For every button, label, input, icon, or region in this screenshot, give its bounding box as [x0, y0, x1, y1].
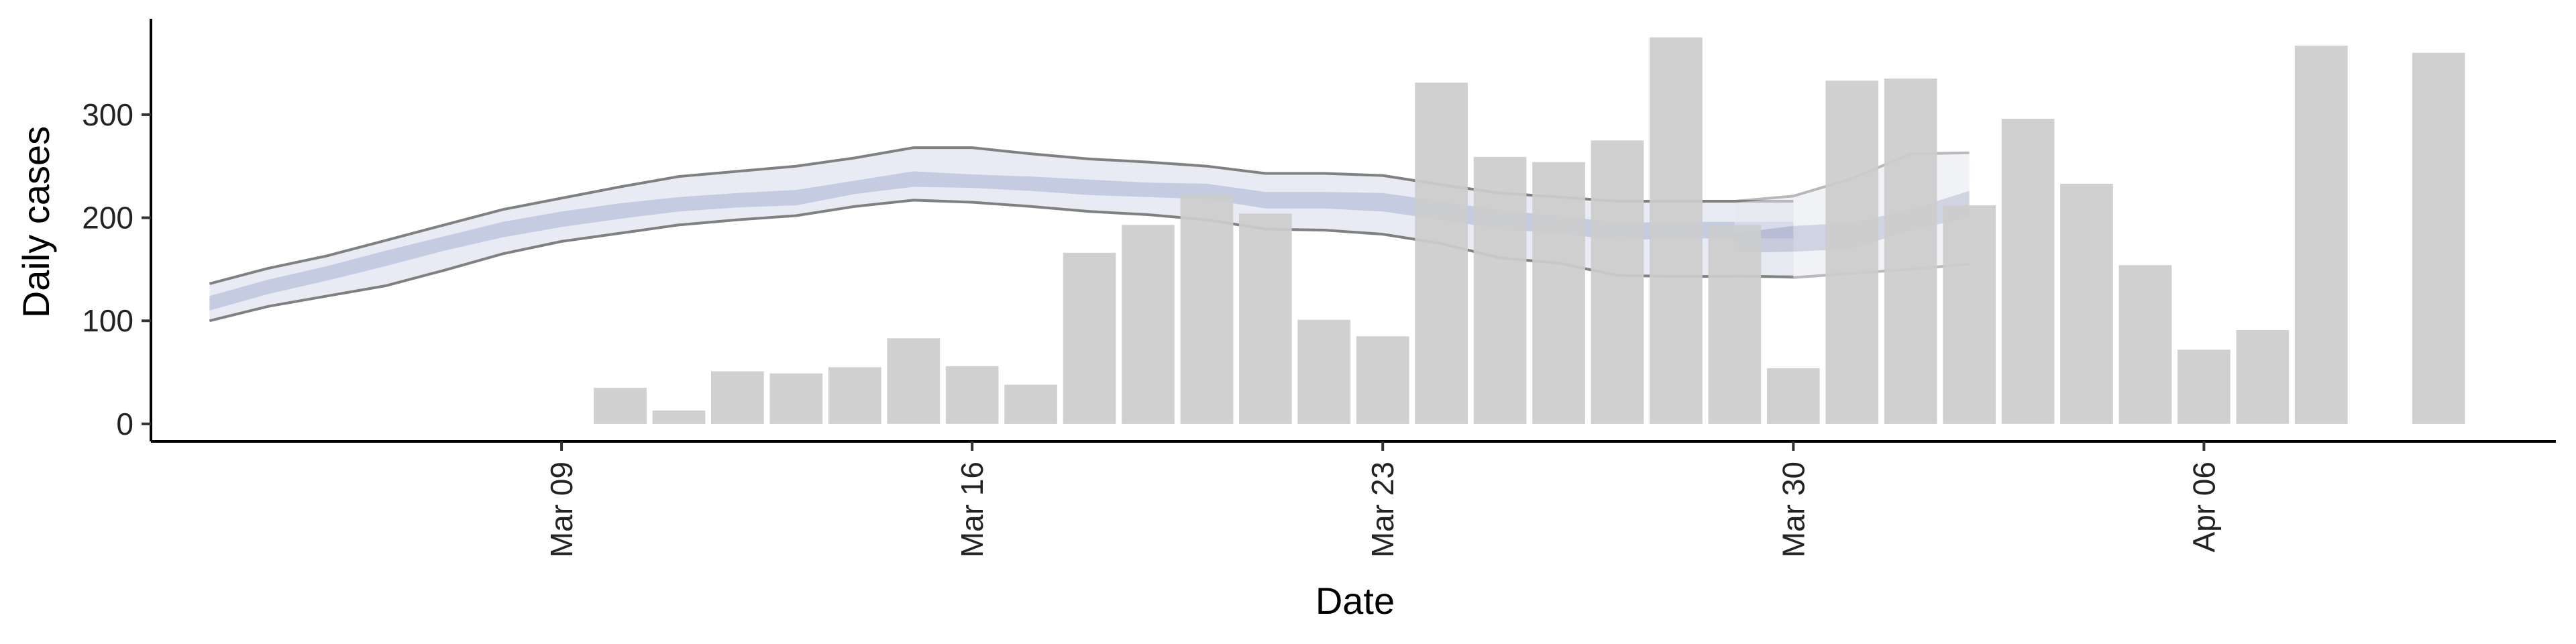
bar: [1825, 80, 1879, 424]
band-inner-area: [209, 171, 1794, 311]
bar: [1063, 252, 1116, 424]
x-tick-label: Mar 09: [544, 462, 579, 557]
bar: [1943, 205, 1996, 424]
band-inner-area: [1734, 191, 1970, 253]
band-lower-line: [209, 199, 1794, 323]
x-axis-title: Date: [1316, 580, 1395, 622]
bar: [1297, 319, 1351, 424]
bar: [1356, 336, 1409, 424]
bars: [594, 37, 2465, 424]
y-tick-label: 300: [82, 97, 133, 132]
x-tick-label: Mar 16: [955, 462, 989, 557]
bar: [2001, 119, 2055, 424]
bar: [1708, 225, 1762, 424]
x-tick-label: Mar 30: [1776, 462, 1811, 557]
bar: [1180, 194, 1234, 424]
bar: [1473, 156, 1527, 424]
band-upper-line: [209, 146, 1794, 285]
bar: [2118, 265, 2172, 424]
x-tick-label: Apr 06: [2186, 462, 2221, 553]
bar: [2060, 183, 2113, 424]
bar: [1650, 37, 1703, 424]
bar: [652, 410, 706, 424]
bar: [2236, 330, 2290, 424]
bar: [2412, 52, 2465, 424]
estimate-band: [209, 146, 1794, 323]
bar: [1532, 162, 1585, 424]
bar: [828, 367, 881, 424]
bar: [1884, 78, 1937, 424]
y-ticks: 0 100 200 300: [82, 97, 151, 441]
bar: [594, 388, 647, 424]
bar: [1004, 384, 1057, 424]
bar: [711, 371, 764, 424]
y-tick-label: 200: [82, 201, 133, 235]
y-axis-title: Daily cases: [15, 126, 57, 318]
bar: [1415, 83, 1468, 424]
axes: [150, 19, 2556, 443]
x-ticks: Mar 09 Mar 16 Mar 23 Mar 30 Apr 06: [544, 441, 2221, 557]
bar: [1122, 225, 1175, 424]
x-tick-label: Mar 23: [1365, 462, 1400, 557]
bar: [2294, 46, 2348, 424]
y-tick-label: 100: [82, 303, 133, 338]
bar: [769, 373, 823, 424]
bar: [945, 366, 999, 424]
bar: [1766, 368, 1820, 424]
bar: [2178, 350, 2231, 424]
bar: [887, 338, 941, 424]
bar: [1239, 213, 1292, 424]
bar: [1591, 140, 1644, 424]
y-tick-label: 0: [116, 407, 133, 441]
